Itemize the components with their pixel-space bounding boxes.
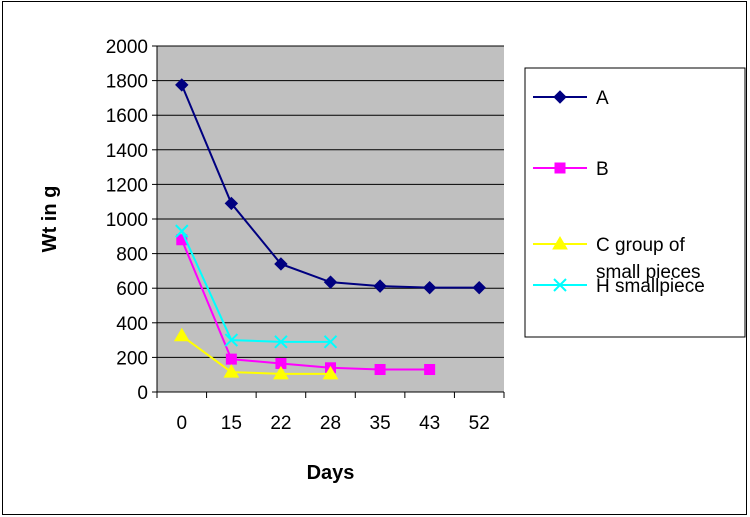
- series-line: [180, 239, 430, 371]
- x-tick-label: 22: [270, 413, 291, 434]
- legend-marker: [554, 162, 566, 174]
- legend-marker: [553, 278, 567, 292]
- data-point: [273, 365, 289, 380]
- legend-item: A: [533, 88, 609, 109]
- data-point: [224, 333, 239, 347]
- series-a: [175, 78, 486, 295]
- legend-label: B: [596, 159, 609, 180]
- x-tick-label: 43: [419, 413, 440, 434]
- data-point: [323, 335, 338, 349]
- y-tick-label: 2000: [106, 37, 148, 58]
- y-tick-label: 1400: [106, 141, 148, 162]
- y-tick-label: 800: [116, 245, 148, 266]
- y-tick-label: 1200: [106, 175, 148, 196]
- legend-item: B: [533, 159, 609, 180]
- x-tick-label: 15: [221, 413, 242, 434]
- data-point: [373, 279, 387, 293]
- data-point: [173, 327, 190, 342]
- y-tick-label: 600: [116, 279, 148, 300]
- legend-item: H smallpiece: [533, 276, 705, 297]
- legend-label: A: [596, 88, 609, 109]
- legend-marker: [553, 90, 567, 104]
- series-c: [173, 327, 339, 380]
- y-tick-label: 1800: [106, 72, 148, 93]
- data-point: [322, 365, 339, 380]
- axes: [152, 45, 505, 398]
- y-tick-label: 400: [116, 314, 148, 335]
- y-axis-ticks: 0 200 400 600 800 1000 1200 1400 1600 1800 2000: [106, 37, 148, 404]
- data-point: [225, 353, 237, 365]
- data-point: [374, 364, 386, 376]
- series-group: [173, 78, 486, 380]
- legend-box: [524, 67, 746, 338]
- data-point: [223, 364, 240, 378]
- data-point: [472, 280, 486, 295]
- y-axis-title: Wt in g: [39, 186, 61, 253]
- x-tick-label: 0: [176, 413, 187, 434]
- legend-marker: [552, 236, 568, 250]
- x-tick-label: 28: [320, 413, 341, 434]
- legend-label: H smallpiece: [596, 276, 705, 297]
- x-tick-label: 35: [370, 413, 391, 434]
- data-point: [323, 275, 338, 289]
- legend-label: C group of: [596, 235, 685, 256]
- x-axis-title: Days: [307, 462, 355, 484]
- data-point: [422, 280, 437, 295]
- legend-item: C group of small pieces: [533, 235, 701, 283]
- y-tick-label: 1600: [106, 106, 148, 127]
- data-point: [175, 224, 189, 238]
- data-point: [424, 364, 436, 376]
- x-tick-label: 52: [469, 413, 490, 434]
- y-tick-label: 200: [116, 348, 148, 369]
- data-point: [175, 78, 189, 92]
- x-axis-ticks: 0 15 22 28 35 43 52: [176, 413, 489, 434]
- series-h: [175, 224, 338, 349]
- series-line: [180, 230, 331, 343]
- legend-label: small pieces: [596, 262, 701, 283]
- data-point: [274, 257, 288, 271]
- series-line: [181, 334, 331, 375]
- y-tick-label: 1000: [106, 210, 148, 231]
- data-point: [224, 196, 239, 211]
- data-point: [274, 335, 288, 349]
- y-tick-label: 0: [137, 383, 148, 404]
